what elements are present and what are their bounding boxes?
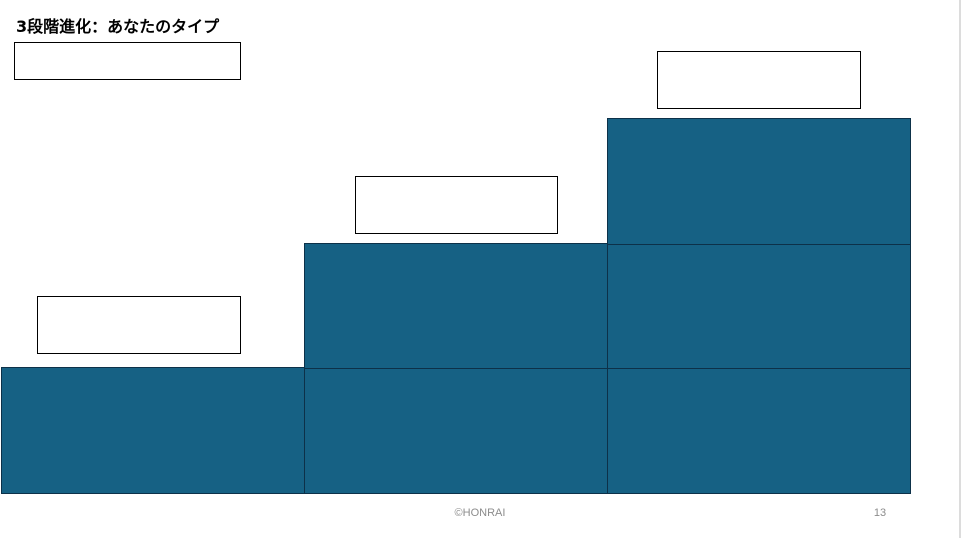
level-3-label-box: [657, 51, 861, 109]
slide-right-edge: [959, 0, 961, 538]
level-1-label-box: [37, 296, 241, 354]
legend-label-box: [14, 42, 241, 80]
level-2-label-box: [355, 176, 558, 234]
step-block-col3-row2: [607, 243, 911, 369]
slide-title: 3段階進化：あなたのタイプ: [16, 17, 220, 36]
page-number: 13: [873, 507, 887, 519]
footer-copyright: ©HONRAI: [454, 507, 506, 519]
step-block-col3-row1: [607, 367, 911, 494]
step-block-col1-row1: [1, 367, 305, 494]
step-block-col2-row2: [304, 243, 608, 369]
step-block-col3-row3: [607, 118, 911, 245]
step-block-col2-row1: [304, 367, 608, 494]
